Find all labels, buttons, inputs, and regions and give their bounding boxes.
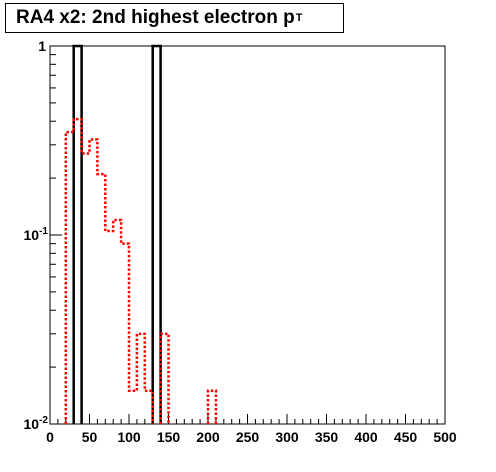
x-tick-label: 50 bbox=[82, 429, 98, 445]
histogram-bin bbox=[105, 231, 113, 424]
histogram-bin bbox=[137, 334, 145, 424]
chart-title-subscript: T bbox=[295, 12, 303, 24]
x-tick-label: 350 bbox=[315, 429, 339, 445]
x-tick-label: 500 bbox=[433, 429, 457, 445]
x-tick-label: 400 bbox=[354, 429, 378, 445]
histogram-bin bbox=[97, 174, 105, 424]
x-tick-label: 150 bbox=[157, 429, 181, 445]
x-tick-label: 300 bbox=[275, 429, 299, 445]
y-tick-label: 1 bbox=[38, 38, 46, 54]
histogram-bin bbox=[145, 391, 153, 424]
y-tick-label: 10-1 bbox=[24, 226, 49, 243]
histogram-bin bbox=[153, 46, 161, 424]
histogram-bin bbox=[90, 140, 98, 424]
x-tick-label: 450 bbox=[394, 429, 418, 445]
x-tick-label: 250 bbox=[236, 429, 260, 445]
histogram-bin bbox=[161, 334, 169, 424]
histogram-bin bbox=[66, 132, 74, 424]
histogram-bin bbox=[82, 153, 90, 424]
chart-title-main: RA4 x2: 2nd highest electron p bbox=[16, 7, 295, 28]
histogram-series-red-dotted bbox=[64, 117, 218, 424]
x-tick-label: 200 bbox=[196, 429, 220, 445]
x-tick-label: 100 bbox=[117, 429, 141, 445]
histogram-bin bbox=[121, 244, 129, 424]
histogram-series-black-solid bbox=[72, 44, 162, 424]
histogram-bin bbox=[113, 220, 121, 424]
histogram-bin bbox=[74, 119, 82, 424]
y-tick-label: 10-2 bbox=[24, 415, 49, 432]
histogram-bin bbox=[129, 391, 137, 424]
histogram-bin bbox=[208, 391, 216, 424]
x-tick-label: 0 bbox=[46, 429, 54, 445]
